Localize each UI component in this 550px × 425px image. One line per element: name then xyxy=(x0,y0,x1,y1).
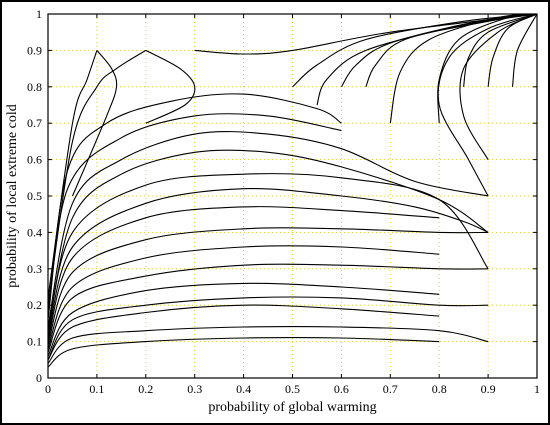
x-tick-label: 0.6 xyxy=(334,382,349,396)
y-tick-label: 0.2 xyxy=(27,298,42,312)
x-axis-label: probability of global warming xyxy=(208,400,376,415)
trajectory-line-22 xyxy=(316,13,538,106)
y-tick-label: 0.6 xyxy=(27,153,42,167)
trajectory-line-9 xyxy=(47,206,440,342)
trajectory-line-11 xyxy=(47,173,489,335)
x-tick-label: 1 xyxy=(534,382,540,396)
trajectory-line-6 xyxy=(47,263,489,353)
axis-ticks: 0 0.1 0.2 0.3 0.4 0.5 0.6 0.7 0.8 0.9 1 0 0.1 0.2 0.3 0… xyxy=(27,7,540,396)
trajectory-line-18 xyxy=(71,50,118,197)
trajectory-line-4 xyxy=(47,296,489,361)
y-axis-label: probability of local extreme cold xyxy=(5,104,20,288)
trajectory-line-14 xyxy=(47,113,342,320)
trajectory-line-27 xyxy=(463,13,538,87)
trajectory-line-5 xyxy=(47,282,440,357)
trajectory-line-1 xyxy=(47,337,440,368)
x-tick-label: 0.4 xyxy=(236,382,251,396)
trajectory-line-25 xyxy=(389,13,538,124)
y-tick-label: 0.9 xyxy=(27,43,42,57)
y-tick-label: 0.3 xyxy=(27,262,42,276)
trajectory-line-2 xyxy=(47,326,489,364)
x-tick-label: 0.2 xyxy=(138,382,153,396)
trajectory-line-7 xyxy=(47,245,440,350)
trajectory-line-30 xyxy=(459,13,538,160)
y-tick-label: 0.1 xyxy=(27,335,42,349)
trajectory-line-17 xyxy=(47,50,98,298)
trajectory-line-8 xyxy=(47,227,489,346)
x-tick-label: 0.3 xyxy=(187,382,202,396)
y-tick-label: 0.4 xyxy=(27,225,42,239)
x-tick-label: 0 xyxy=(45,382,51,396)
trajectory-line-3 xyxy=(47,304,440,361)
trajectory-line-19 xyxy=(145,49,196,124)
y-tick-label: 0.7 xyxy=(27,116,42,130)
x-tick-label: 0.5 xyxy=(285,382,300,396)
trajectory-line-13 xyxy=(47,131,489,328)
y-tick-label: 1 xyxy=(36,7,42,21)
x-tick-label: 0.7 xyxy=(383,382,398,396)
trajectory-line-16 xyxy=(47,49,147,306)
trajectory-line-15 xyxy=(47,93,342,313)
trajectory-lines xyxy=(47,13,538,368)
y-tick-label: 0.5 xyxy=(27,189,42,203)
trajectory-line-29 xyxy=(437,13,538,197)
y-tick-label: 0.8 xyxy=(27,80,42,94)
trajectory-line-12 xyxy=(47,149,489,331)
x-tick-label: 0.8 xyxy=(432,382,447,396)
x-tick-label: 0.1 xyxy=(89,382,104,396)
trajectory-line-20 xyxy=(194,13,538,55)
trajectory-line-21 xyxy=(292,13,538,88)
x-tick-label: 0.9 xyxy=(481,382,496,396)
trajectory-line-10 xyxy=(47,187,489,339)
trajectory-line-31 xyxy=(511,13,538,87)
y-tick-label: 0 xyxy=(36,371,42,385)
